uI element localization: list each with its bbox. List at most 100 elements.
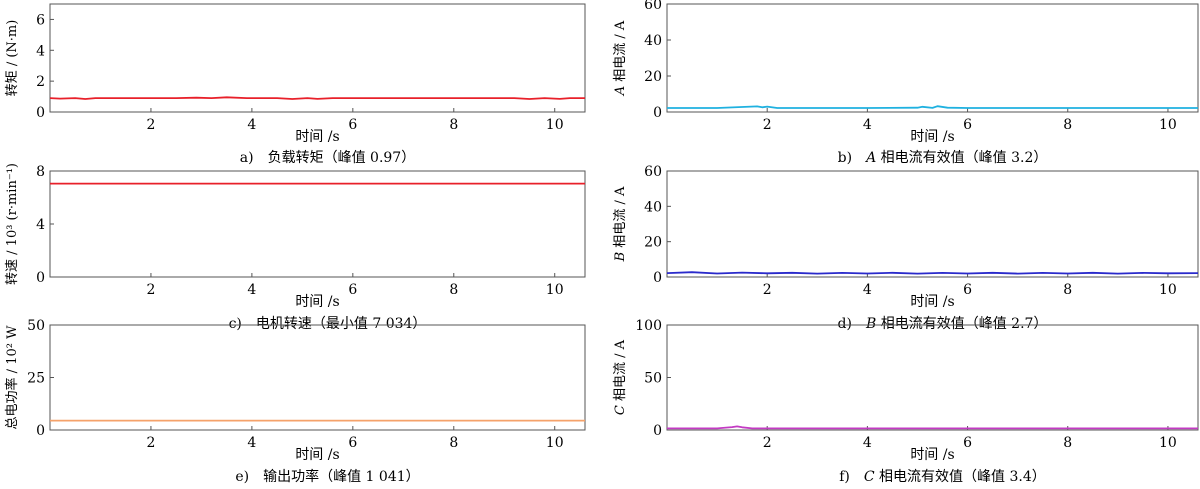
x-axis-label: 时间 /s xyxy=(295,447,339,463)
y-tick-label: 50 xyxy=(27,318,45,334)
x-axis-label: 时间 /s xyxy=(295,129,339,145)
chart-panel-2: 2 4 6 8 10 0 20 40 60 时间 /s A 相电流 / A b) A 相电流有效值（峰… xyxy=(613,0,1199,166)
y-axis-label: 总电功率 / 10² W xyxy=(4,325,20,430)
x-tick-label: 8 xyxy=(449,435,458,451)
plot-frame xyxy=(666,3,1199,113)
series-line-1 xyxy=(49,96,585,100)
chart-panel-1: 2 4 6 8 10 0 2 4 6 时间 /s 转矩 / (N·m) a) 负载转矩（峰值 0.97… xyxy=(5,3,586,166)
x-tick-label: 2 xyxy=(763,282,772,298)
x-tick-label: 8 xyxy=(1063,435,1072,451)
plot-frame xyxy=(49,3,586,113)
x-tick-label: 10 xyxy=(546,117,564,133)
x-tick-label: 10 xyxy=(546,282,564,298)
y-tick-label: 40 xyxy=(644,33,662,49)
panel-caption: f) C 相电流有效值（峰值 3.4） xyxy=(839,469,1046,485)
y-tick-label: 0 xyxy=(653,105,662,121)
y-axis-label-text: 相电流 / A xyxy=(613,20,628,82)
panel-letter: c) xyxy=(229,316,256,332)
x-tick-label: 10 xyxy=(1159,282,1177,298)
y-tick-label: 20 xyxy=(644,69,662,85)
x-tick-label: 4 xyxy=(863,117,872,133)
x-tick-label: 2 xyxy=(763,435,772,451)
plot-frame xyxy=(666,324,1199,431)
x-tick-label: 2 xyxy=(146,282,155,298)
caption-text: 电机转速（最小值 7 034） xyxy=(256,316,427,332)
panel-letter: f) xyxy=(839,469,864,485)
y-tick-label: 4 xyxy=(36,43,45,59)
x-tick-label: 6 xyxy=(348,282,357,298)
panel-caption: b) A 相电流有效值（峰值 3.2） xyxy=(838,150,1048,166)
y-axis-label-letter: A xyxy=(613,82,628,97)
y-tick-label: 40 xyxy=(644,199,662,215)
caption-letter: A xyxy=(864,150,881,166)
x-axis-label: 时间 /s xyxy=(910,447,954,463)
plot-frame xyxy=(49,324,586,431)
plot-frame xyxy=(666,170,1199,278)
y-tick-label: 60 xyxy=(644,0,662,13)
x-tick-label: 8 xyxy=(1063,117,1072,133)
caption-text: 输出功率（峰值 1 041） xyxy=(263,468,420,485)
y-tick-label: 0 xyxy=(36,105,45,121)
x-tick-label: 4 xyxy=(247,117,256,133)
x-axis-label: 时间 /s xyxy=(910,294,954,310)
y-axis-label: A 相电流 / A xyxy=(613,20,628,96)
y-axis-label-letter: B xyxy=(613,248,628,263)
x-tick-label: 10 xyxy=(1159,435,1177,451)
panel-letter: e) xyxy=(235,469,263,485)
panel-caption: d) B 相电流有效值（峰值 2.7） xyxy=(838,316,1048,332)
x-axis-label: 时间 /s xyxy=(910,129,954,145)
x-tick-label: 8 xyxy=(1063,282,1072,298)
x-tick-label: 4 xyxy=(247,282,256,298)
y-axis-label: 转矩 / (N·m) xyxy=(5,20,20,97)
caption-text: 负载转矩（峰值 0.97） xyxy=(268,150,416,166)
panel-letter: a) xyxy=(240,150,268,166)
x-tick-label: 2 xyxy=(146,117,155,133)
y-axis-label-text: 相电流 / A xyxy=(613,186,628,248)
x-tick-label: 2 xyxy=(146,435,155,451)
caption-text: 相电流有效值（峰值 3.4） xyxy=(879,469,1046,485)
y-tick-label: 60 xyxy=(644,164,662,180)
y-tick-label: 2 xyxy=(36,74,45,90)
x-tick-label: 6 xyxy=(348,435,357,451)
x-tick-label: 8 xyxy=(449,282,458,298)
y-tick-label: 8 xyxy=(36,164,45,180)
x-tick-label: 6 xyxy=(963,117,972,133)
x-tick-label: 4 xyxy=(247,435,256,451)
chart-panel-3: 2 4 6 8 10 0 4 8 时间 /s 转速 / 10³ (r·min⁻¹) c) 电机转速（… xyxy=(5,163,586,332)
x-tick-label: 4 xyxy=(863,435,872,451)
series-line-1 xyxy=(667,425,1198,430)
caption-text: 相电流有效值（峰值 3.2） xyxy=(881,150,1048,166)
y-tick-label: 0 xyxy=(653,270,662,286)
y-tick-label: 25 xyxy=(27,371,45,387)
x-axis-label: 时间 /s xyxy=(295,294,339,310)
panel-letter: b) xyxy=(838,150,866,166)
y-axis-label: 转速 / 10³ (r·min⁻¹) xyxy=(5,163,20,285)
panel-caption: e) 输出功率（峰值 1 041） xyxy=(235,468,419,485)
x-tick-label: 6 xyxy=(963,435,972,451)
y-tick-label: 100 xyxy=(635,318,662,334)
series-line-1 xyxy=(666,271,1199,275)
y-axis-label-letter: C xyxy=(613,401,628,415)
y-axis-label: B 相电流 / A xyxy=(613,186,628,262)
panel-caption: c) 电机转速（最小值 7 034） xyxy=(229,316,427,332)
y-axis-label: C 相电流 / A xyxy=(613,339,628,415)
plot-frame xyxy=(49,170,586,278)
caption-letter: B xyxy=(865,316,881,332)
y-axis-label-text: 相电流 / A xyxy=(613,339,628,401)
x-tick-label: 10 xyxy=(546,435,564,451)
y-tick-label: 0 xyxy=(36,423,45,439)
y-tick-label: 0 xyxy=(36,270,45,286)
x-tick-label: 6 xyxy=(348,117,357,133)
y-tick-label: 6 xyxy=(36,12,45,28)
caption-text: 相电流有效值（峰值 2.7） xyxy=(881,316,1048,332)
panel-caption: a) 负载转矩（峰值 0.97） xyxy=(240,150,415,166)
panel-letter: d) xyxy=(838,316,866,332)
x-tick-label: 4 xyxy=(863,282,872,298)
chart-panel-5: 2 4 6 8 10 0 25 50 时间 /s 总电功率 / 10² W e) 输出功率（峰值 1… xyxy=(4,318,586,485)
series-line-1 xyxy=(667,105,1198,109)
y-tick-label: 20 xyxy=(644,235,662,251)
x-tick-label: 2 xyxy=(763,117,772,133)
